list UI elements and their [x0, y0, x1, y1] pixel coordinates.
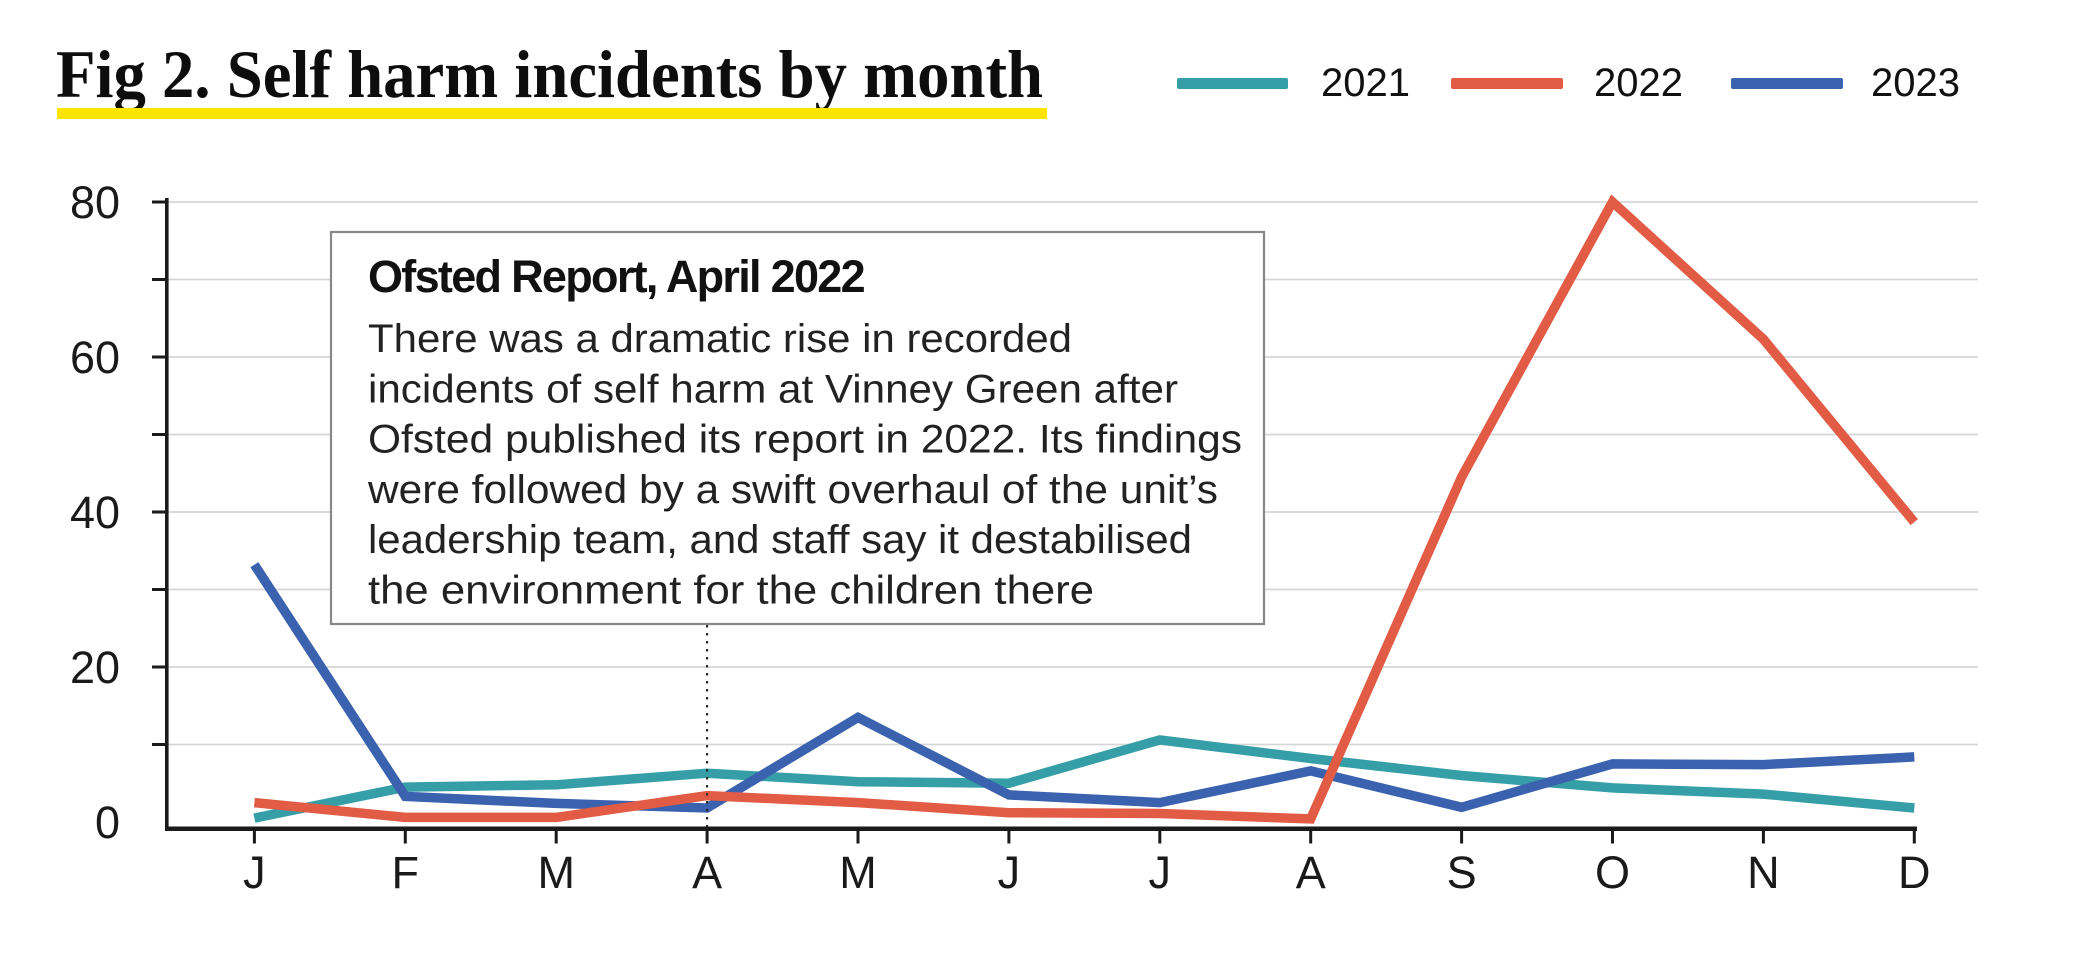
svg-text:Ofsted published its report in: Ofsted published its report in 2022. Its… — [368, 418, 1242, 462]
svg-text:incidents of self harm at Vinn: incidents of self harm at Vinney Green a… — [368, 367, 1178, 411]
svg-text:2022: 2022 — [1594, 61, 1683, 105]
svg-text:There was a dramatic rise in r: There was a dramatic rise in recorded — [368, 317, 1072, 361]
svg-text:40: 40 — [70, 487, 120, 538]
svg-text:leadership team, and staff say: leadership team, and staff say it destab… — [368, 518, 1192, 562]
svg-text:the environment for the childr: the environment for the children there — [368, 569, 1094, 613]
svg-text:J: J — [998, 847, 1021, 898]
svg-text:80: 80 — [70, 177, 120, 228]
svg-text:Ofsted Report, April 2022: Ofsted Report, April 2022 — [368, 251, 865, 302]
svg-text:M: M — [537, 847, 575, 898]
svg-text:O: O — [1595, 847, 1630, 898]
svg-text:2021: 2021 — [1321, 61, 1410, 105]
svg-text:20: 20 — [70, 642, 120, 693]
svg-text:60: 60 — [70, 332, 120, 383]
svg-text:M: M — [839, 847, 877, 898]
svg-text:J: J — [1149, 847, 1172, 898]
svg-text:S: S — [1447, 847, 1477, 898]
svg-text:N: N — [1747, 847, 1780, 898]
svg-text:were followed by a swift overh: were followed by a swift overhaul of the… — [367, 468, 1218, 512]
svg-text:Fig 2. Self harm incidents by: Fig 2. Self harm incidents by month — [56, 36, 1043, 112]
svg-text:D: D — [1898, 847, 1931, 898]
svg-text:0: 0 — [95, 797, 120, 848]
svg-text:A: A — [1296, 847, 1326, 898]
svg-text:J: J — [243, 847, 266, 898]
svg-text:2023: 2023 — [1871, 61, 1960, 105]
svg-text:A: A — [692, 847, 722, 898]
svg-text:F: F — [392, 847, 420, 898]
